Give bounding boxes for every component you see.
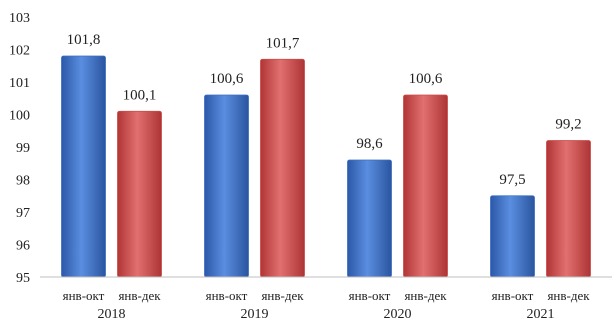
y-tick-label: 99 xyxy=(16,141,30,156)
x-category-label: янв-окт xyxy=(349,288,391,303)
x-axis: янв-окт янв-дек 2018 янв-окт янв-дек 2019 янв-… xyxy=(40,276,612,322)
x-category-label: янв-дек xyxy=(118,288,161,303)
x-year-label: 2018 xyxy=(98,307,126,322)
x-category-label: янв-окт xyxy=(206,288,248,303)
x-year-label: 2020 xyxy=(384,307,412,322)
y-tick-label: 97 xyxy=(16,206,30,221)
bar-2021-jan-oct xyxy=(490,195,535,278)
x-category-label: янв-дек xyxy=(547,288,590,303)
y-tick-label: 102 xyxy=(9,44,30,59)
data-label: 101,7 xyxy=(266,35,300,51)
bars-layer: 101,8 100,1 100,6 101,7 98,6 100,6 97,5 99,2 xyxy=(61,32,591,278)
data-label: 100,6 xyxy=(210,71,244,87)
y-tick-label: 100 xyxy=(9,109,30,124)
x-category-label: янв-окт xyxy=(63,288,105,303)
x-category-label: янв-дек xyxy=(261,288,304,303)
bar-2018-jan-oct xyxy=(61,55,106,278)
bar-2019-jan-oct xyxy=(204,94,249,278)
x-year-label: 2021 xyxy=(527,307,555,322)
data-label: 98,6 xyxy=(356,136,383,152)
bar-2020-jan-dec xyxy=(403,94,448,278)
x-category-label: янв-дек xyxy=(404,288,447,303)
x-year-label: 2019 xyxy=(241,307,269,322)
y-tick-label: 101 xyxy=(9,76,30,91)
bar-2020-jan-oct xyxy=(347,159,392,278)
y-axis: 95 96 97 98 99 100 101 102 103 xyxy=(9,11,30,286)
bar-2021-jan-dec xyxy=(546,140,591,278)
y-tick-label: 103 xyxy=(9,11,30,26)
data-label: 100,1 xyxy=(123,87,157,103)
data-label: 100,6 xyxy=(409,71,443,87)
x-category-label: янв-окт xyxy=(492,288,534,303)
y-tick-label: 96 xyxy=(16,239,30,254)
y-tick-label: 98 xyxy=(16,174,30,189)
bar-2018-jan-dec xyxy=(117,110,162,278)
data-label: 97,5 xyxy=(499,172,525,188)
bar-2019-jan-dec xyxy=(260,58,305,278)
data-label: 101,8 xyxy=(67,32,101,48)
data-label: 99,2 xyxy=(555,117,581,133)
y-tick-label: 95 xyxy=(16,271,30,286)
